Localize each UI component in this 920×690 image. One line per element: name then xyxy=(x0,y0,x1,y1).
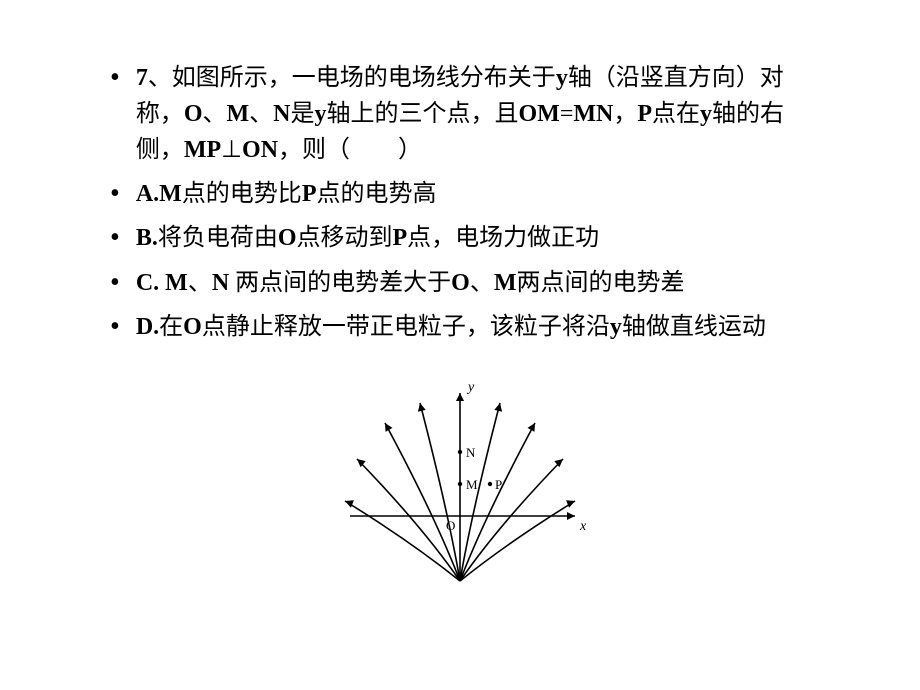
bullet-dot: • xyxy=(110,220,120,256)
option-a: • A.M点的电势比P点的电势高 xyxy=(110,176,810,212)
question-stem: • 7、如图所示，一电场的电场线分布关于y轴（沿竖直方向）对称，O、M、N是y轴… xyxy=(110,60,810,168)
t2: 、 xyxy=(202,101,226,127)
b3: N xyxy=(273,101,290,127)
a1: M xyxy=(159,181,182,207)
t6: = xyxy=(560,101,574,127)
bb1: O xyxy=(278,225,297,251)
bullet-dot: • xyxy=(110,176,120,212)
dt2: 点静止释放一带正电粒子，该粒子将沿 xyxy=(202,314,610,340)
option-d: • D.在O点静止释放一带正电粒子，该粒子将沿y轴做直线运动 xyxy=(110,309,810,345)
opt-b-label: B. xyxy=(136,225,158,251)
svg-text:M: M xyxy=(466,477,478,492)
opt-d-label: D. xyxy=(136,314,159,340)
b2: M xyxy=(226,101,249,127)
opt-a-label: A. xyxy=(136,181,159,207)
question-number: 7 xyxy=(136,65,148,91)
bullet-dot: • xyxy=(110,309,120,345)
b4: y xyxy=(314,101,326,127)
bt2: 点移动到 xyxy=(297,225,393,251)
b8: y xyxy=(700,101,712,127)
option-b: • B.将负电荷由O点移动到P点，电场力做正功 xyxy=(110,220,810,256)
ct1: 、 xyxy=(188,270,212,296)
ct3: 、 xyxy=(470,270,494,296)
cb1: M xyxy=(165,270,188,296)
option-c: • C. M、N 两点间的电势差大于O、M两点间的电势差 xyxy=(110,265,810,301)
b0: y xyxy=(556,65,568,91)
option-b-text: B.将负电荷由O点移动到P点，电场力做正功 xyxy=(136,220,810,256)
bullet-dot: • xyxy=(110,265,120,301)
ct4: 两点间的电势差 xyxy=(516,270,684,296)
question-text: 7、如图所示，一电场的电场线分布关于y轴（沿竖直方向）对称，O、M、N是y轴上的… xyxy=(136,60,810,168)
dt1: 在 xyxy=(159,314,183,340)
cb4: M xyxy=(494,270,517,296)
t5: 轴上的三个点，且 xyxy=(326,101,518,127)
option-c-text: C. M、N 两点间的电势差大于O、M两点间的电势差 xyxy=(136,265,810,301)
a4: 点的电势高 xyxy=(316,181,436,207)
db1: O xyxy=(183,314,202,340)
field-diagram: x y O M N P xyxy=(330,361,590,591)
opt-c-label: C. xyxy=(136,270,159,296)
t0: 、如图所示，一电场的电场线分布关于 xyxy=(148,65,556,91)
t4: 是 xyxy=(290,101,314,127)
t11: ，则（ ） xyxy=(278,137,422,163)
svg-text:O: O xyxy=(446,518,455,533)
b6: MN xyxy=(573,101,613,127)
cb2: N xyxy=(212,270,229,296)
svg-text:N: N xyxy=(466,445,476,460)
cb3: O xyxy=(451,270,470,296)
a3: P xyxy=(302,181,317,207)
bt3: 点，电场力做正功 xyxy=(407,225,599,251)
svg-text:x: x xyxy=(579,519,587,534)
b7: P xyxy=(637,101,652,127)
option-a-text: A.M点的电势比P点的电势高 xyxy=(136,176,810,212)
b1: O xyxy=(184,101,203,127)
a2: 点的电势比 xyxy=(182,181,302,207)
t3: 、 xyxy=(249,101,273,127)
ct2: 两点间的电势差大于 xyxy=(229,270,451,296)
t7: ， xyxy=(613,101,637,127)
bullet-dot: • xyxy=(110,60,120,96)
dt3: 轴做直线运动 xyxy=(622,314,766,340)
db2: y xyxy=(610,314,622,340)
svg-text:y: y xyxy=(466,380,475,395)
b9: MP xyxy=(184,137,221,163)
t10: ⊥ xyxy=(221,137,242,163)
b5: OM xyxy=(518,101,559,127)
b10: ON xyxy=(242,137,278,163)
bb2: P xyxy=(393,225,408,251)
field-diagram-container: x y O M N P xyxy=(110,361,810,591)
svg-text:P: P xyxy=(495,477,502,492)
bt1: 将负电荷由 xyxy=(158,225,278,251)
option-d-text: D.在O点静止释放一带正电粒子，该粒子将沿y轴做直线运动 xyxy=(136,309,810,345)
t8: 点在 xyxy=(652,101,700,127)
